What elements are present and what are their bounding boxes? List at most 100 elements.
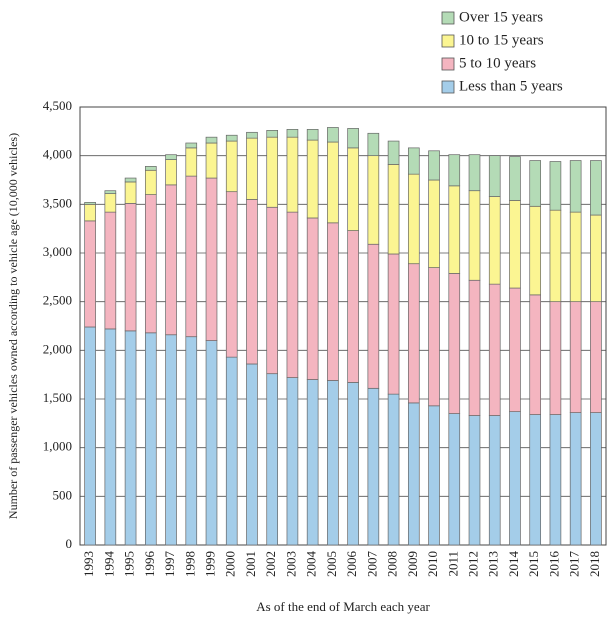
x-tick-label: 2004 [304,551,319,578]
bar-segment [246,199,258,365]
bar-segment [104,190,117,194]
bar-segment [104,193,117,213]
bar-segment [509,200,521,289]
bar-segment [448,273,461,414]
y-tick-label: 4,500 [43,98,72,113]
y-axis-label: Number of passenger vehicles owned accor… [6,133,20,519]
bar-segment [387,253,400,395]
bar-segment [488,196,501,285]
bar-segment [266,373,279,546]
bar-segment [590,214,602,303]
bar-segment [266,130,279,138]
y-tick-label: 0 [66,536,73,551]
bar-segment [407,147,420,175]
bar-segment [590,160,602,216]
bar-segment [367,132,380,157]
bar-segment [205,136,218,144]
bar-segment [104,328,117,546]
x-tick-label: 2011 [445,551,460,577]
bar-segment [124,203,137,332]
x-tick-label: 2000 [223,551,238,577]
bar-segment [488,155,501,197]
x-tick-label: 1997 [162,551,177,578]
legend-swatch [441,80,455,94]
bar-segment [509,411,521,546]
bar-segment [84,202,96,205]
bar-segment [205,177,218,341]
bar-segment [509,156,521,201]
x-tick-label: 2008 [385,551,400,577]
x-tick-label: 2015 [526,551,541,577]
bar-segment [448,154,461,187]
legend-swatch [441,34,455,48]
bar-segment [165,154,177,160]
bar-segment [569,301,582,413]
bar-segment [468,154,481,192]
y-tick-label: 500 [53,487,73,502]
x-tick-label: 1999 [202,551,217,577]
bar-segment [246,363,258,546]
bar-segment [185,175,198,338]
bar-segment [407,402,420,546]
bar-segment [428,179,440,268]
legend-label: 5 to 10 years [459,55,536,71]
bar-segment [549,161,562,211]
bar-segment [144,332,157,546]
bar-segment [84,203,96,222]
bar-segment [185,142,198,149]
bar-segment [124,177,137,183]
bar-segment [529,294,542,415]
x-tick-label: 2003 [283,551,298,577]
bar-segment [488,415,501,546]
bar-segment [468,415,481,546]
bar-segment [387,140,400,165]
bar-segment [468,279,481,416]
bar-segment [327,141,339,224]
y-tick-label: 1,000 [43,439,72,454]
bar-segment [347,128,359,149]
bar-segment [468,190,481,281]
bar-segment [590,412,602,546]
bar-segment [205,142,218,179]
x-tick-label: 2016 [546,551,561,578]
bar-segment [205,340,218,546]
bar-segment [185,147,198,177]
bar-segment [549,414,562,546]
bar-segment [367,243,380,389]
bar-segment [124,330,137,546]
legend-swatch [441,11,455,25]
bar-segment [306,139,319,219]
bar-segment [428,267,440,407]
bar-segment [327,222,339,381]
bar-segment [569,160,582,213]
bar-segment [286,129,299,138]
x-tick-label: 2009 [405,551,420,577]
x-tick-label: 2005 [324,551,339,577]
bar-segment [367,387,380,546]
bar-segment [165,334,177,546]
y-tick-label: 3,000 [43,244,72,259]
bar-segment [246,131,258,139]
x-tick-label: 1993 [81,551,96,577]
bar-segment [266,206,279,375]
x-tick-label: 2013 [486,551,501,577]
x-tick-label: 2010 [425,551,440,577]
bar-segment [225,134,238,142]
x-tick-label: 1994 [101,551,116,578]
bar-segment [407,263,420,404]
x-tick-label: 2001 [243,551,258,577]
bar-segment [347,230,359,383]
bar-segment [84,326,96,546]
x-tick-label: 2018 [587,551,602,577]
bar-segment [529,160,542,207]
bar-segment [225,356,238,546]
bar-segment [387,164,400,255]
y-tick-label: 2,000 [43,341,72,356]
bar-segment [286,211,299,378]
bar-segment [84,220,96,328]
bar-segment [448,185,461,274]
bar-segment [347,382,359,546]
x-tick-label: 1996 [142,551,157,578]
bar-segment [185,336,198,546]
